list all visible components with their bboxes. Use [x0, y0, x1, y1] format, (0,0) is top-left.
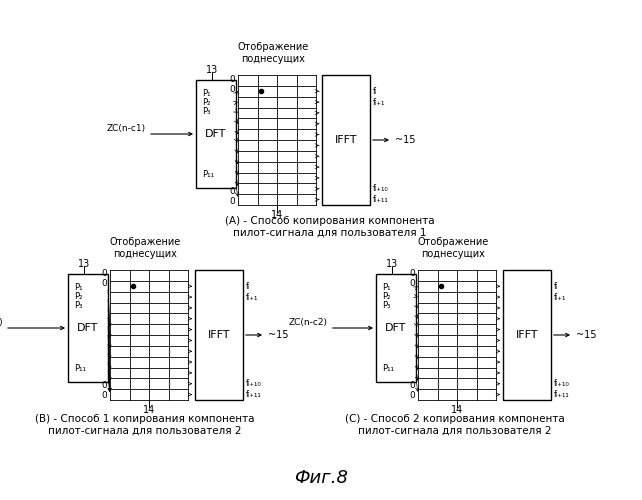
Text: 0: 0 [101, 270, 107, 278]
Text: 13: 13 [206, 65, 218, 75]
Text: (A) - Способ копирования компонента
пилот-сигнала для пользователя 1: (A) - Способ копирования компонента пило… [225, 216, 435, 238]
Text: Отображение
поднесущих: Отображение поднесущих [417, 237, 489, 259]
Text: P₃: P₃ [74, 301, 82, 310]
Text: 14: 14 [143, 405, 155, 415]
Bar [322, 75, 370, 205]
Text: P₃: P₃ [382, 301, 390, 310]
Text: ~15: ~15 [395, 135, 415, 145]
Text: P₁: P₁ [382, 283, 390, 292]
Text: fᵢ₊₁₁: fᵢ₊₁₁ [554, 390, 569, 399]
Text: fᵢ₊₁₁: fᵢ₊₁₁ [246, 390, 262, 399]
Text: Отображение
поднесущих: Отображение поднесущих [110, 237, 181, 259]
Text: DFT: DFT [385, 323, 406, 333]
Text: P₂: P₂ [202, 98, 211, 107]
Text: P₁₁: P₁₁ [382, 364, 394, 373]
Bar [376, 274, 416, 382]
Text: (B) - Способ 1 копирования компонента
пилот-сигнала для пользователя 2: (B) - Способ 1 копирования компонента пи… [35, 414, 255, 436]
Text: 14: 14 [451, 405, 463, 415]
Text: fᵢ: fᵢ [554, 282, 559, 291]
Text: fᵢ: fᵢ [373, 87, 377, 96]
Text: IFFT: IFFT [208, 330, 230, 340]
Text: ~15: ~15 [576, 330, 596, 340]
Text: P₁: P₁ [202, 89, 211, 98]
Text: 0: 0 [409, 270, 415, 278]
Text: P₁: P₁ [74, 283, 83, 292]
Text: 0: 0 [409, 382, 415, 390]
Text: fᵢ₊₁₀: fᵢ₊₁₀ [246, 380, 262, 388]
Text: fᵢ: fᵢ [246, 282, 250, 291]
Text: 0: 0 [101, 280, 107, 288]
Text: 0: 0 [229, 74, 235, 84]
Text: ZC(n-c2): ZC(n-c2) [289, 318, 328, 326]
Text: fᵢ₊₁₁: fᵢ₊₁₁ [373, 195, 389, 204]
Text: fᵢ₊₁₀: fᵢ₊₁₀ [554, 380, 569, 388]
Text: P₂: P₂ [74, 292, 82, 301]
Text: (C) - Способ 2 копирования компонента
пилот-сигнала для пользователя 2: (C) - Способ 2 копирования компонента пи… [345, 414, 565, 436]
Text: 0: 0 [229, 196, 235, 205]
Text: P₃: P₃ [202, 107, 211, 116]
Text: 14: 14 [271, 210, 283, 220]
Bar [503, 270, 551, 400]
Bar [196, 80, 236, 188]
Text: 0: 0 [409, 392, 415, 400]
Bar [68, 274, 108, 382]
Text: ZC(n-c2+s(k,d,L)): ZC(n-c2+s(k,d,L)) [0, 318, 3, 326]
Text: IFFT: IFFT [334, 135, 357, 145]
Text: 0: 0 [229, 84, 235, 94]
Text: fᵢ₊₁₀: fᵢ₊₁₀ [373, 184, 389, 194]
Text: fᵢ₊₁: fᵢ₊₁ [246, 292, 258, 302]
Text: 13: 13 [386, 259, 398, 269]
Text: 0: 0 [101, 382, 107, 390]
Text: 0: 0 [409, 280, 415, 288]
Text: 13: 13 [78, 259, 90, 269]
Text: DFT: DFT [205, 129, 227, 139]
Text: 0: 0 [101, 392, 107, 400]
Text: Отображение
поднесущих: Отображение поднесущих [238, 42, 309, 64]
Text: ZC(n-c1): ZC(n-c1) [107, 124, 146, 132]
Text: 0: 0 [229, 186, 235, 196]
Text: DFT: DFT [77, 323, 99, 333]
Text: P₂: P₂ [382, 292, 390, 301]
Text: IFFT: IFFT [516, 330, 538, 340]
Text: P₁₁: P₁₁ [74, 364, 86, 373]
Bar [195, 270, 243, 400]
Text: P₁₁: P₁₁ [202, 170, 214, 179]
Text: fᵢ₊₁: fᵢ₊₁ [554, 292, 566, 302]
Text: ~15: ~15 [268, 330, 288, 340]
Text: fᵢ₊₁: fᵢ₊₁ [373, 98, 385, 106]
Text: Фиг.8: Фиг.8 [294, 469, 348, 487]
